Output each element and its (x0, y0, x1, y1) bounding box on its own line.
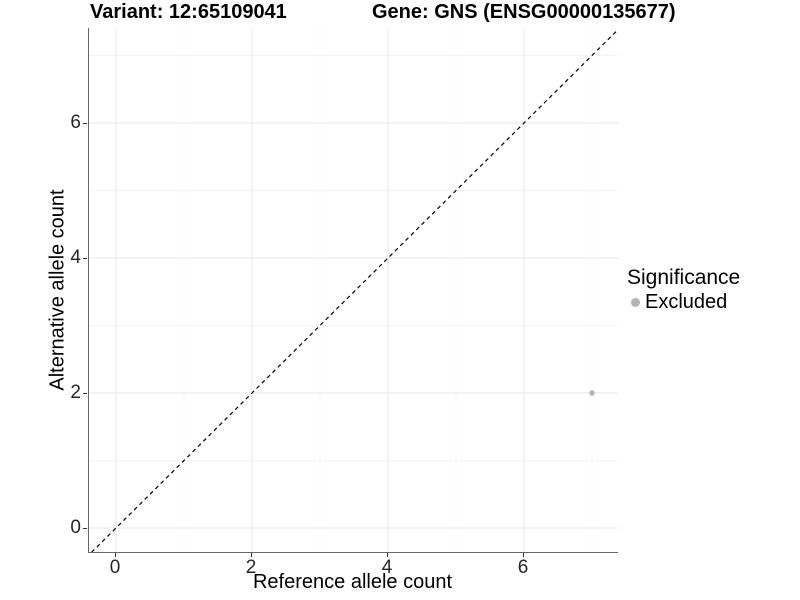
legend-entry-label: Excluded (645, 291, 728, 313)
x-axis-label: Reference allele count (252, 571, 452, 593)
legend: Significance Excluded (627, 266, 740, 314)
plot-title-variant: Variant: 12:65109041 (90, 1, 287, 23)
y-axis-tick-label: 6 (70, 112, 81, 133)
y-axis-tick-mark (83, 257, 87, 259)
legend-point-icon (631, 298, 640, 307)
plot-canvas (89, 28, 618, 552)
x-axis-tick-mark (522, 553, 524, 557)
y-axis-tick-label: 0 (70, 517, 81, 538)
y-axis-tick-mark (83, 122, 87, 124)
x-axis-tick-mark (250, 553, 252, 557)
legend-entry-excluded: Excluded (627, 291, 740, 314)
x-axis-tick-label: 2 (245, 557, 257, 578)
x-axis-tick-label: 0 (109, 557, 121, 578)
y-axis-tick-label: 4 (70, 247, 81, 268)
legend-title: Significance (627, 266, 741, 289)
plot-panel (88, 28, 618, 553)
x-axis-tick-mark (114, 553, 116, 557)
y-axis-tick-mark (83, 527, 87, 529)
x-axis-tick-label: 6 (517, 557, 529, 578)
y-axis-label: Alternative allele count (46, 189, 69, 391)
y-axis-tick-mark (83, 392, 87, 394)
x-axis-tick-mark (386, 553, 388, 557)
plot-title-gene: Gene: GNS (ENSG00000135677) (372, 1, 676, 23)
x-axis-tick-label: 4 (381, 557, 393, 578)
identity-reference-line (91, 28, 618, 552)
y-axis-tick-label: 2 (70, 382, 81, 403)
data-point (589, 390, 595, 396)
